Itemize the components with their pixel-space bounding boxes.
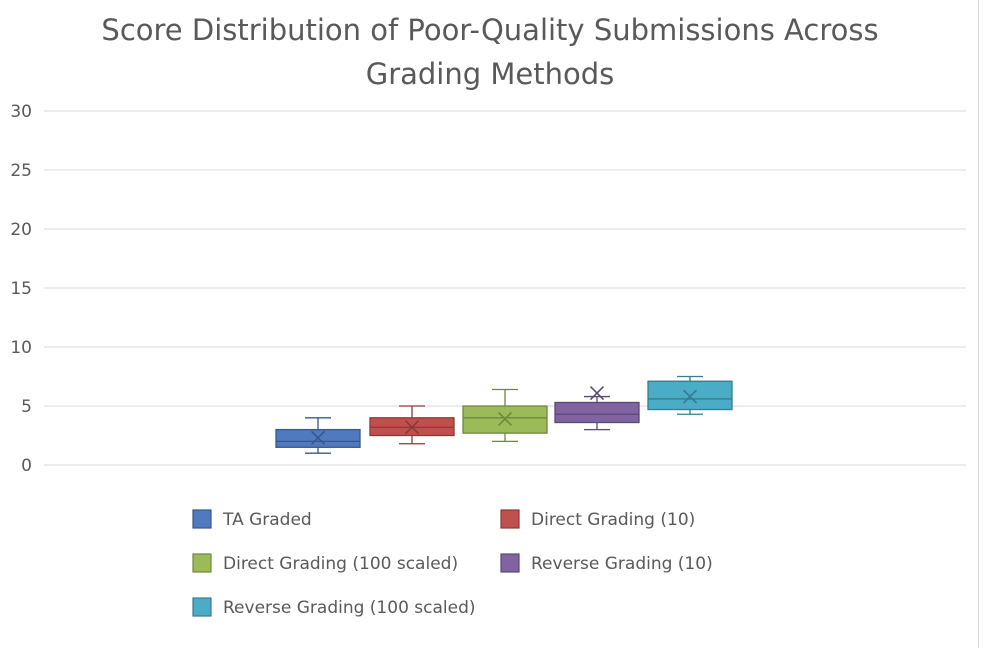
legend-swatch-direct-grading-100-scaled: [192, 553, 212, 573]
legend-swatch-ta-graded: [192, 509, 212, 529]
mean-marker-b-direct-grading-10: [404, 420, 420, 435]
legend-label-direct-grading-100-scaled: Direct Grading (100 scaled): [223, 554, 458, 574]
y-tick-label-5: 5: [21, 397, 32, 417]
legend-label-ta-graded: TA Graded: [222, 510, 312, 530]
legend-label-direct-grading-10: Direct Grading (10): [531, 510, 695, 530]
legend-swatch-reverse-grading-10: [500, 553, 520, 573]
y-tick-label-20: 20: [10, 220, 32, 240]
box-reverse-grading-10: [554, 401, 640, 424]
box-direct-grading-100-scaled: [462, 405, 548, 434]
mean-marker-b-reverse-grading-10: [589, 385, 605, 401]
y-tick-label-10: 10: [10, 338, 32, 358]
mean-marker-b-ta-graded: [310, 430, 326, 445]
y-tick-label-30: 30: [10, 102, 32, 122]
legend-swatch-direct-grading-10: [500, 509, 520, 529]
legend-label-reverse-grading-100-scaled: Reverse Grading (100 scaled): [223, 598, 476, 618]
mean-marker-b-reverse-grading-100-scaled: [682, 389, 698, 404]
y-tick-label-0: 0: [21, 456, 32, 476]
legend-swatch-reverse-grading-100-scaled: [192, 597, 212, 617]
y-tick-label-15: 15: [10, 279, 32, 299]
legend-label-reverse-grading-10: Reverse Grading (10): [531, 554, 713, 574]
mean-marker-b-direct-grading-100-scaled: [497, 411, 513, 427]
y-tick-label-25: 25: [10, 161, 32, 181]
box-reverse-grading-100-scaled: [647, 380, 733, 411]
chart-title: Score Distribution of Poor-Quality Submi…: [101, 13, 879, 91]
